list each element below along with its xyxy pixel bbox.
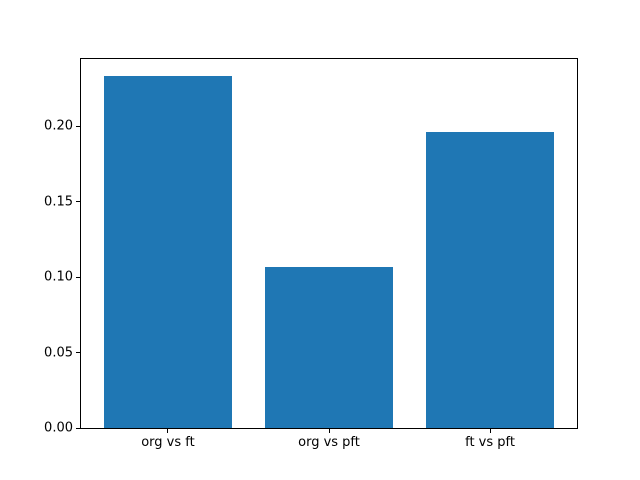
y-tick-mark bbox=[76, 125, 80, 127]
x-tick-mark bbox=[328, 429, 330, 433]
x-tick-label: org vs ft bbox=[141, 435, 195, 450]
y-tick-label: 0.20 bbox=[44, 118, 73, 134]
y-tick-mark bbox=[76, 352, 80, 354]
y-tick-mark bbox=[76, 427, 80, 429]
y-tick-label: 0.10 bbox=[44, 269, 73, 285]
y-tick-mark bbox=[76, 201, 80, 203]
bar-org-vs-ft bbox=[103, 76, 233, 428]
y-tick-label: 0.05 bbox=[44, 345, 73, 361]
x-tick-label: ft vs pft bbox=[465, 435, 515, 450]
x-tick-label: org vs pft bbox=[298, 435, 360, 450]
x-tick-mark bbox=[167, 429, 169, 433]
plot-area: 0.00 0.05 0.10 0.15 0.20 org vs ft org vs pft f… bbox=[44, 58, 578, 449]
y-tick-label: 0.00 bbox=[44, 420, 73, 436]
y-tick-mark bbox=[76, 276, 80, 278]
bar-ft-vs-pft bbox=[425, 132, 555, 428]
x-tick-mark bbox=[489, 429, 491, 433]
bar-org-vs-pft bbox=[264, 266, 394, 428]
y-tick-label: 0.15 bbox=[44, 194, 73, 210]
